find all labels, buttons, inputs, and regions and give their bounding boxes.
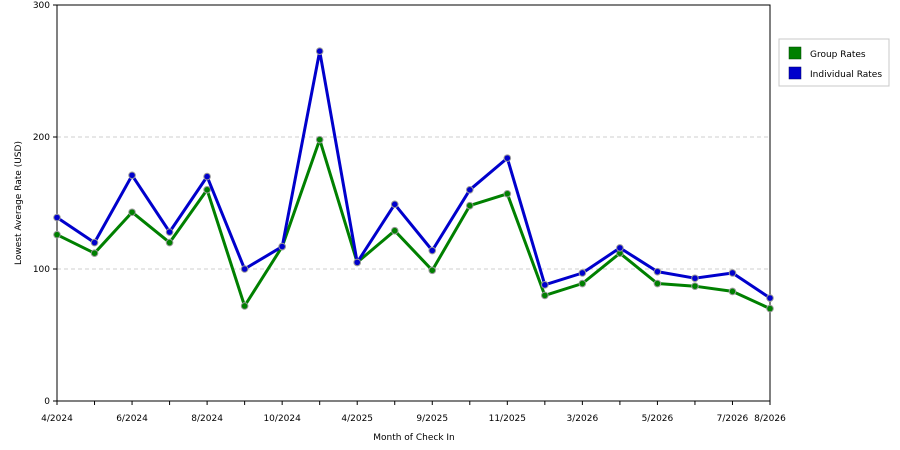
- x-tick-label: 5/2026: [642, 414, 674, 424]
- series-1-point: [691, 274, 699, 283]
- x-tick-label: 10/2024: [263, 414, 301, 424]
- series-1-point: [390, 200, 399, 209]
- x-tick-label: 7/2026: [717, 414, 749, 424]
- series-1-point: [541, 281, 549, 289]
- plot-area: [56, 4, 771, 402]
- legend-swatch-group-rates: [788, 46, 802, 60]
- series-1-point: [728, 269, 737, 277]
- legend-label-group-rates: Group Rates: [810, 50, 866, 60]
- series-1-point: [353, 258, 362, 267]
- series-0-point: [503, 189, 512, 198]
- x-tick-label: 4/2025: [341, 414, 373, 424]
- series-0-point: [653, 279, 662, 288]
- series-0-point: [766, 304, 774, 313]
- x-axis-title: Month of Check In: [373, 433, 455, 443]
- series-1-point: [240, 265, 249, 273]
- series-1-point: [653, 267, 662, 276]
- legend-label-individual-rates: Individual Rates: [810, 70, 882, 80]
- series-0-point: [578, 279, 587, 288]
- series-0-point: [53, 230, 61, 239]
- series-layer: [53, 47, 774, 313]
- series-1-point: [578, 269, 587, 277]
- series-1-point: [503, 154, 512, 162]
- x-tick-label: 3/2026: [567, 414, 599, 424]
- series-1-point: [465, 186, 474, 194]
- series-0-point: [390, 226, 399, 235]
- series-1-point: [90, 238, 99, 247]
- series-1-point: [165, 228, 174, 236]
- y-axis-title: Lowest Average Rate (USD): [14, 141, 24, 265]
- legend-swatch-individual-rates: [788, 66, 802, 80]
- tick-layer: 0 100 200 300 4/2024 6/2024 8/2024 10/2024 4/202…: [33, 1, 786, 424]
- series-0-point: [240, 302, 249, 310]
- series-0-point: [428, 266, 437, 275]
- series-1-point: [278, 242, 286, 251]
- series-line-1: [56, 49, 771, 300]
- series-1-point: [128, 171, 136, 180]
- legend: Group Rates Individual Rates: [778, 38, 890, 87]
- series-1-point: [315, 47, 324, 56]
- series-0-point: [128, 208, 136, 217]
- series-0-point: [165, 238, 174, 247]
- series-1-point: [766, 294, 774, 302]
- series-0-point: [465, 201, 474, 210]
- y-tick-label: 100: [33, 265, 50, 275]
- x-tick-label: 11/2025: [489, 414, 526, 424]
- series-1-point: [203, 172, 211, 181]
- y-tick-label: 300: [33, 1, 50, 11]
- y-tick-label: 200: [33, 133, 50, 143]
- x-tick-label: 6/2024: [116, 414, 148, 424]
- series-0-point: [541, 291, 549, 300]
- series-0-point: [315, 135, 324, 144]
- series-line-0: [56, 138, 771, 310]
- series-0-point: [728, 287, 737, 296]
- x-tick-label: 9/2025: [416, 414, 448, 424]
- x-tick-label: 4/2024: [41, 414, 73, 424]
- series-0-point: [90, 249, 99, 257]
- x-tick-label: 8/2024: [191, 414, 223, 424]
- series-0-point: [691, 282, 699, 290]
- series-1-point: [616, 244, 624, 252]
- series-1-point: [428, 246, 437, 255]
- x-tick-label: 8/2026: [754, 414, 786, 424]
- series-0-point: [203, 186, 211, 194]
- series-1-point: [53, 213, 61, 222]
- y-tick-label: 0: [44, 397, 50, 407]
